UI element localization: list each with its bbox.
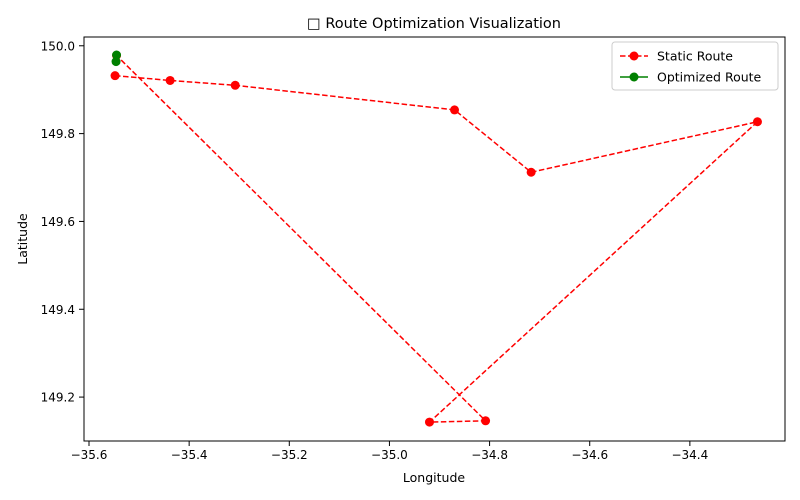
data-point-static-route	[230, 80, 240, 90]
chart-title: □ Route Optimization Visualization	[307, 16, 561, 32]
y-tick-label: 149.4	[41, 303, 75, 317]
data-point-static-route	[526, 167, 536, 177]
x-tick-label: −35.2	[271, 448, 308, 462]
x-tick-label: −34.4	[671, 448, 708, 462]
series-layer	[110, 50, 762, 427]
y-tick-label: 149.8	[41, 127, 75, 141]
x-tick-label: −35.0	[371, 448, 408, 462]
legend-frame	[611, 41, 779, 91]
data-point-optimized-route	[112, 50, 122, 60]
x-tick-label: −35.4	[171, 448, 208, 462]
legend-optimized-marker	[629, 72, 639, 82]
legend-static-label: Static Route	[657, 49, 733, 64]
data-point-static-route	[481, 416, 491, 426]
x-axis-label: Longitude	[403, 470, 465, 485]
data-point-static-route	[752, 117, 762, 127]
y-tick-label: 149.6	[41, 215, 75, 229]
data-point-static-route	[165, 75, 175, 85]
y-axis-label: Latitude	[15, 213, 30, 265]
plot-area-frame	[83, 36, 786, 442]
legend-static-marker	[629, 51, 639, 61]
data-point-static-route	[110, 71, 120, 81]
data-point-static-route	[450, 105, 460, 115]
x-axis: −35.6 −35.4 −35.2 −35.0 −34.8 −34.6 −34.4	[71, 441, 708, 462]
y-tick-label: 150.0	[41, 39, 75, 53]
legend-optimized-label: Optimized Route	[657, 70, 762, 85]
data-point-static-route	[424, 417, 434, 427]
x-tick-label: −34.8	[471, 448, 508, 462]
x-tick-label: −34.6	[571, 448, 608, 462]
y-axis: 149.2 149.4 149.6 149.8 150.0	[41, 39, 84, 405]
x-tick-label: −35.6	[71, 448, 108, 462]
data-point-optimized-route	[111, 57, 121, 67]
series-optimized-route	[111, 50, 122, 67]
y-tick-label: 149.2	[41, 391, 75, 405]
legend: Static Route Optimized Route	[611, 41, 779, 91]
